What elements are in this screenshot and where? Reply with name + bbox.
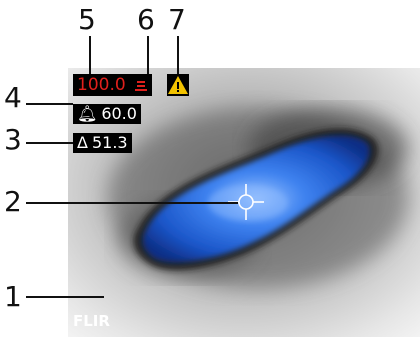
delta-readout: Δ 51.3	[73, 133, 132, 153]
leader-line-6	[147, 36, 149, 74]
callout-5: 5	[78, 3, 96, 36]
delta-icon: Δ	[77, 133, 88, 152]
leader-line-7	[177, 36, 179, 74]
leader-line-2	[26, 202, 238, 204]
leader-line-3	[26, 142, 73, 144]
thermal-scene	[68, 68, 420, 337]
alarm-bell-icon: 🔔︎	[77, 104, 98, 123]
callout-4: 4	[4, 81, 22, 114]
alarm-value: 60.0	[101, 104, 137, 123]
warning-triangle-icon	[168, 76, 188, 94]
callout-6: 6	[137, 3, 155, 36]
thermometer-icon	[134, 78, 148, 92]
leader-line-1	[26, 296, 104, 298]
callout-7: 7	[168, 3, 186, 36]
flir-logo: FLIR	[73, 312, 110, 330]
callout-2: 2	[4, 185, 22, 218]
callout-3: 3	[4, 123, 22, 156]
alarm-readout: 🔔︎ 60.0	[73, 104, 141, 124]
leader-line-4	[26, 103, 73, 105]
temperature-readout: 100.0	[73, 74, 152, 96]
delta-value: 51.3	[91, 133, 128, 152]
leader-line-5	[89, 36, 91, 74]
temperature-value: 100.0	[77, 75, 126, 95]
thermal-image	[68, 68, 420, 337]
callout-1: 1	[4, 280, 22, 313]
warning-badge	[167, 74, 189, 96]
